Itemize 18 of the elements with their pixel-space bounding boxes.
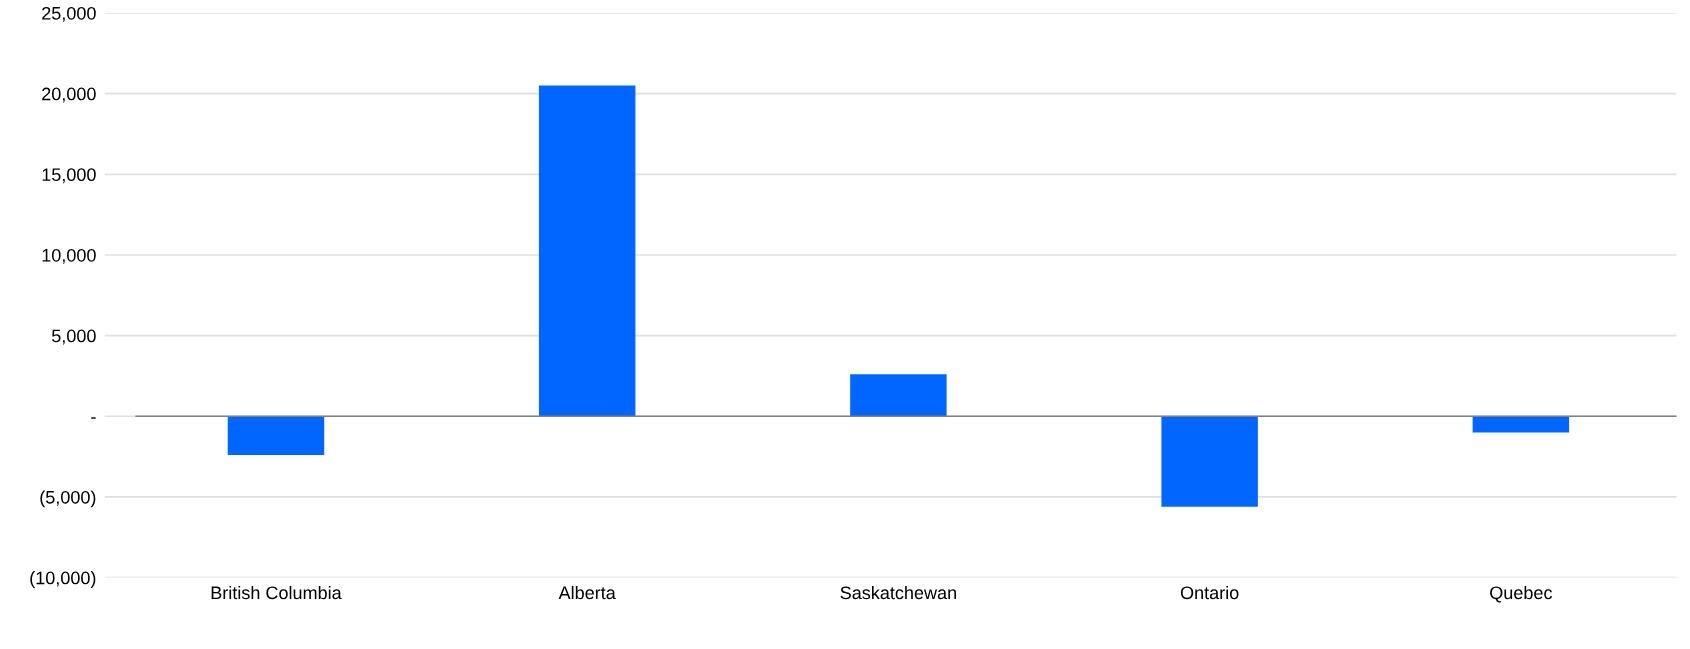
y-tick-label: 5,000: [51, 329, 96, 345]
y-tick-label: (5,000): [40, 490, 96, 508]
bar: [850, 374, 947, 417]
bar: [1472, 416, 1570, 433]
y-tick-label: (10,000): [30, 571, 96, 588]
x-tick-label: Alberta: [558, 585, 616, 600]
y-tick-label: 20,000: [42, 87, 96, 103]
y-tick-label: 25,000: [42, 6, 96, 22]
x-tick-label: British Columbia: [211, 585, 342, 600]
x-tick-label: Saskatchewan: [840, 585, 956, 600]
y-tick-label: 10,000: [42, 248, 96, 264]
y-tick-label: -: [91, 417, 96, 419]
x-tick-label: Quebec: [1490, 585, 1553, 603]
y-tick-label: 15,000: [42, 168, 96, 184]
bar: [1161, 416, 1258, 507]
bar: [227, 416, 325, 455]
bar: [538, 85, 636, 417]
x-tick-label: Ontario: [1180, 585, 1239, 600]
